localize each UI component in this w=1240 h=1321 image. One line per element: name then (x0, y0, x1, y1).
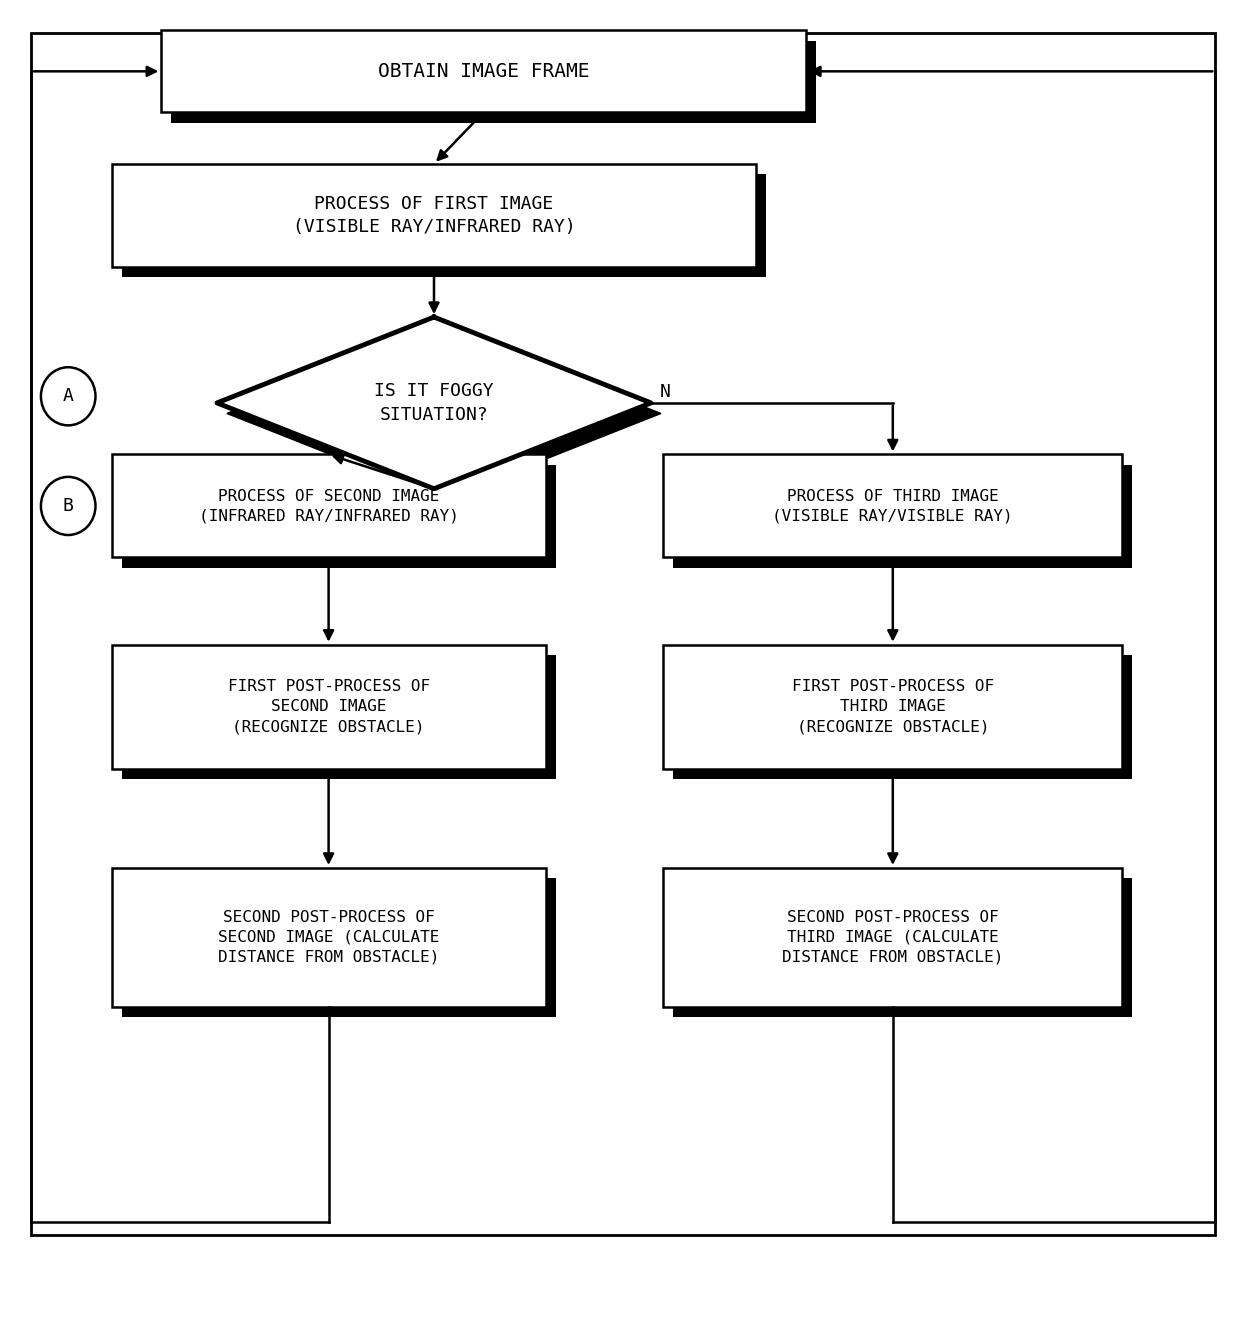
FancyBboxPatch shape (161, 30, 806, 112)
Text: OBTAIN IMAGE FRAME: OBTAIN IMAGE FRAME (378, 62, 589, 81)
Circle shape (41, 477, 95, 535)
Text: IS IT FOGGY
SITUATION?: IS IT FOGGY SITUATION? (374, 382, 494, 424)
Text: FIRST POST-PROCESS OF
THIRD IMAGE
(RECOGNIZE OBSTACLE): FIRST POST-PROCESS OF THIRD IMAGE (RECOG… (791, 679, 994, 734)
Text: PROCESS OF THIRD IMAGE
(VISIBLE RAY/VISIBLE RAY): PROCESS OF THIRD IMAGE (VISIBLE RAY/VISI… (773, 489, 1013, 523)
FancyBboxPatch shape (122, 878, 556, 1017)
Text: FIRST POST-PROCESS OF
SECOND IMAGE
(RECOGNIZE OBSTACLE): FIRST POST-PROCESS OF SECOND IMAGE (RECO… (227, 679, 430, 734)
FancyBboxPatch shape (112, 454, 546, 557)
FancyBboxPatch shape (112, 868, 546, 1007)
Text: PROCESS OF SECOND IMAGE
(INFRARED RAY/INFRARED RAY): PROCESS OF SECOND IMAGE (INFRARED RAY/IN… (198, 489, 459, 523)
Text: SECOND POST-PROCESS OF
SECOND IMAGE (CALCULATE
DISTANCE FROM OBSTACLE): SECOND POST-PROCESS OF SECOND IMAGE (CAL… (218, 910, 439, 964)
FancyBboxPatch shape (663, 868, 1122, 1007)
FancyBboxPatch shape (673, 655, 1132, 779)
Text: B: B (63, 497, 73, 515)
Text: N: N (660, 383, 671, 402)
FancyBboxPatch shape (663, 454, 1122, 557)
Polygon shape (227, 328, 661, 499)
FancyBboxPatch shape (171, 41, 816, 123)
Text: PROCESS OF FIRST IMAGE
(VISIBLE RAY/INFRARED RAY): PROCESS OF FIRST IMAGE (VISIBLE RAY/INFR… (293, 194, 575, 236)
FancyBboxPatch shape (122, 655, 556, 779)
Circle shape (41, 367, 95, 425)
Text: A: A (63, 387, 73, 406)
FancyBboxPatch shape (673, 465, 1132, 568)
FancyBboxPatch shape (112, 645, 546, 769)
FancyBboxPatch shape (112, 164, 756, 267)
FancyBboxPatch shape (663, 645, 1122, 769)
FancyBboxPatch shape (122, 174, 766, 277)
Text: SECOND POST-PROCESS OF
THIRD IMAGE (CALCULATE
DISTANCE FROM OBSTACLE): SECOND POST-PROCESS OF THIRD IMAGE (CALC… (782, 910, 1003, 964)
FancyBboxPatch shape (122, 465, 556, 568)
FancyBboxPatch shape (673, 878, 1132, 1017)
Polygon shape (217, 317, 651, 489)
